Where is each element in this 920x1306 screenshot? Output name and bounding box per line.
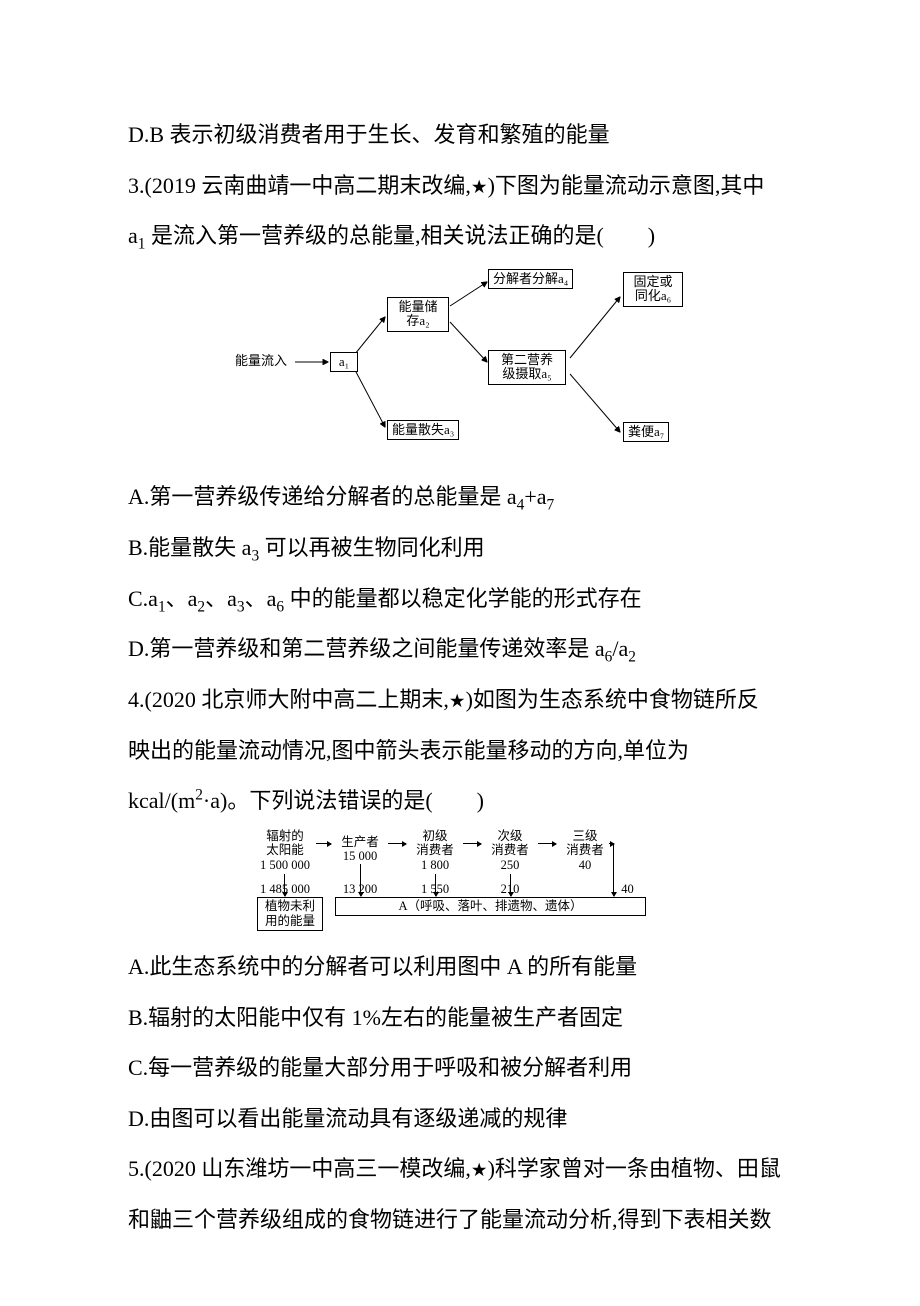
arrow-down-icon [510, 874, 511, 896]
q3-b-2: 可以再被生物同化利用 [259, 535, 485, 560]
connector-line [609, 843, 614, 844]
q2-option-d: D.B 表示初级消费者用于生长、发育和繁殖的能量 [128, 110, 792, 161]
sub-c1: 1 [158, 598, 166, 615]
q4-stem-1a: 4.(2020 北京师大附中高二上期末, [128, 687, 449, 712]
d2-a-box: A（呼吸、落叶、排遗物、遗体） [335, 897, 646, 916]
d2-sun3: 1 500 000 [260, 858, 310, 872]
d2-sec1: 次级 [497, 829, 522, 843]
d2-ter2: 消费者 [566, 843, 604, 857]
d2-pri3: 1 800 [421, 858, 449, 872]
arrow-down-icon [435, 874, 436, 896]
q3-d1-feces-box: 粪便a₇ [623, 422, 669, 442]
q3-c-2: 、a [166, 586, 198, 611]
d2-sun2: 太阳能 [266, 843, 304, 857]
arrow-icon [388, 843, 406, 844]
q5-stem-1a: 5.(2020 山东潍坊一中高三一模改编, [128, 1156, 471, 1181]
q3-d1-loss-box: 能量散失a₃ [387, 420, 459, 440]
d2-pri2: 消费者 [416, 843, 454, 857]
d2-unused-box: 植物未利 用的能量 [257, 897, 323, 931]
q4-diagram: 辐射的 太阳能 1 500 000 生产者 15 000 初级 消费者 1 80… [250, 827, 670, 932]
d2-ter3: 40 [579, 858, 592, 872]
q4-stem-line2: 映出的能量流动情况,图中箭头表示能量移动的方向,单位为 [128, 726, 792, 777]
q3-d1-decomp-box: 分解者分解a₄ [488, 269, 573, 289]
q3-c-3: 、a [205, 586, 237, 611]
sub-c6: 6 [276, 598, 284, 615]
q3-option-b: B.能量散失 a3 可以再被生物同化利用 [128, 523, 792, 574]
q4-stem-3a: kcal/(m [128, 788, 195, 813]
arrow-icon [316, 843, 331, 844]
q3-d1-a1-box: a₁ [330, 352, 358, 372]
d2-pri1: 初级 [422, 829, 447, 843]
arrow-icon [463, 843, 481, 844]
q3-b-1: B.能量散失 a [128, 535, 251, 560]
arrow-icon [538, 843, 556, 844]
q5-stem-line2: 和鼬三个营养级组成的食物链进行了能量流动分析,得到下表相关数 [128, 1195, 792, 1246]
star-icon: ★ [471, 177, 488, 198]
answer-paren: ( ) [596, 211, 655, 262]
q4-stem-3b: ·a)。下列说法错误的是 [203, 788, 425, 813]
q4-stem-line3: kcal/(m2·a)。下列说法错误的是( ) [128, 776, 792, 827]
q3-d1-energy-in: 能量流入 [235, 354, 287, 368]
star-icon-3: ★ [471, 1160, 488, 1181]
d2-prod1: 生产者 [341, 835, 379, 849]
sub-7: 7 [547, 496, 555, 513]
d2-prod2: 15 000 [343, 849, 377, 863]
q3-option-d: D.第一营养级和第二营养级之间能量传递效率是 a6/a2 [128, 624, 792, 675]
sub-d2: 2 [628, 649, 636, 666]
q3-d1-store-box: 能量储 存a₂ [387, 297, 449, 332]
q3-stem-line1: 3.(2019 云南曲靖一中高二期末改编,★)下图为能量流动示意图,其中 [128, 161, 792, 212]
answer-paren-2: ( ) [425, 776, 484, 827]
q3-diagram: 能量流入 a₁ 能量储 存a₂ 能量散失a₃ 分解者分解a₄ 第二营养 级摄取a… [225, 262, 695, 462]
q4-stem-1b: )如图为生态系统中食物链所反 [466, 687, 759, 712]
q3-option-c: C.a1、a2、a3、a6 中的能量都以稳定化学能的形式存在 [128, 574, 792, 625]
q3-d-2: /a [612, 636, 628, 661]
q3-c-1: C.a [128, 586, 158, 611]
q3-d1-second-box: 第二营养 级摄取a₅ [488, 350, 566, 385]
d2-n5: 40 [615, 882, 640, 896]
q4-option-a: A.此生态系统中的分解者可以利用图中 A 的所有能量 [128, 942, 792, 993]
q4-option-b: B.辐射的太阳能中仅有 1%左右的能量被生产者固定 [128, 993, 792, 1044]
q3-stem-1a: 3.(2019 云南曲靖一中高二期末改编, [128, 173, 471, 198]
arrow-down-icon [613, 843, 614, 896]
arrow-down-icon [360, 864, 361, 896]
sub-3: 3 [251, 547, 259, 564]
q3-c-5: 中的能量都以稳定化学能的形式存在 [284, 586, 642, 611]
q4-option-c: C.每一营养级的能量大部分用于呼吸和被分解者利用 [128, 1043, 792, 1094]
q3-d-1: D.第一营养级和第二营养级之间能量传递效率是 a [128, 636, 605, 661]
q3-stem-line2: a1 是流入第一营养级的总能量,相关说法正确的是( ) [128, 211, 792, 262]
q4-option-d: D.由图可以看出能量流动具有逐级递减的规律 [128, 1094, 792, 1145]
q3-option-a: A.第一营养级传递给分解者的总能量是 a4+a7 [128, 472, 792, 523]
q3-stem-2a: a [128, 223, 138, 248]
q5-stem-1b: )科学家曾对一条由植物、田鼠 [488, 1156, 781, 1181]
q3-stem-2b: 是流入第一营养级的总能量,相关说法正确的是 [145, 223, 596, 248]
q3-a-2: +a [524, 484, 546, 509]
sub-c2: 2 [197, 598, 205, 615]
d2-sec3: 250 [501, 858, 520, 872]
q3-stem-1b: )下图为能量流动示意图,其中 [488, 173, 765, 198]
d2-ter1: 三级 [572, 829, 597, 843]
q4-stem-line1: 4.(2020 北京师大附中高二上期末,★)如图为生态系统中食物链所反 [128, 675, 792, 726]
arrow-down-icon [284, 874, 285, 896]
q3-d1-fix-box: 固定或 同化a₆ [623, 272, 683, 307]
q3-c-4: 、a [245, 586, 277, 611]
sub-c3: 3 [237, 598, 245, 615]
d2-sec2: 消费者 [491, 843, 529, 857]
sup-2: 2 [195, 787, 203, 804]
q5-stem-line1: 5.(2020 山东潍坊一中高三一模改编,★)科学家曾对一条由植物、田鼠 [128, 1144, 792, 1195]
q3-a-1: A.第一营养级传递给分解者的总能量是 a [128, 484, 517, 509]
star-icon-2: ★ [449, 691, 466, 712]
d2-sun1: 辐射的 [266, 829, 304, 843]
